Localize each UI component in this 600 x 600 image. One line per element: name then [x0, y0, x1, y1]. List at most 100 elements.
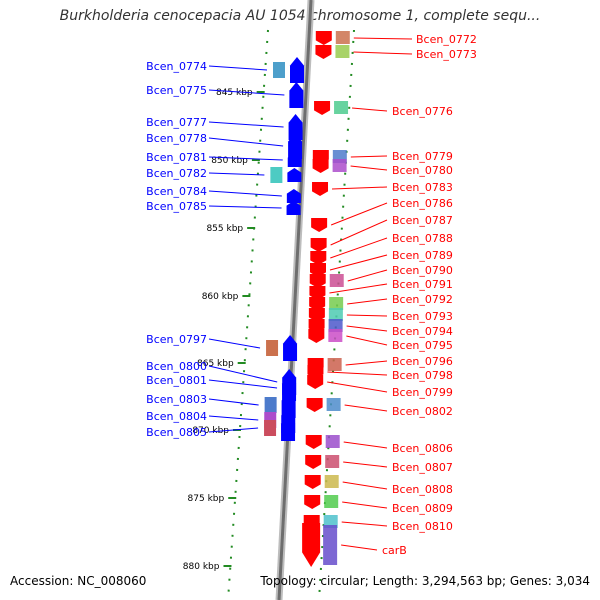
gene-feature-swatch — [329, 297, 344, 310]
gene-label: Bcen_0806 — [392, 442, 453, 455]
gene-arrow — [310, 251, 327, 265]
gene-label: Bcen_0795 — [392, 339, 453, 352]
gene-label: Bcen_0792 — [392, 293, 453, 306]
gene-bcen_0793: Bcen_0793 — [308, 308, 453, 323]
gene-leader-line — [208, 365, 278, 383]
gene-label: Bcen_0787 — [392, 214, 453, 227]
gene-label: Bcen_0801 — [146, 374, 207, 387]
gene-bcen_0807: Bcen_0807 — [305, 455, 453, 474]
accession-label: Accession: NC_008060 — [10, 574, 147, 588]
gene-arrow — [310, 238, 327, 252]
map-title: Burkholderia cenocepacia AU 1054 chromos… — [59, 8, 541, 24]
gene-label: Bcen_0809 — [392, 502, 453, 515]
reverse-strand-genes: Bcen_0772Bcen_0773Bcen_0776Bcen_0779Bcen… — [302, 31, 477, 567]
gene-leader-line — [208, 137, 284, 147]
gene-leader-line — [345, 360, 388, 366]
gene-leader-line — [330, 202, 388, 226]
gene-leader-line — [341, 544, 378, 551]
forward-strand-genes: Bcen_0774 Bcen_0775 Bcen_0777 Bcen_0778 Bcen… — [146, 57, 304, 441]
gene-feature-swatch — [325, 435, 340, 448]
gene-feature-swatch — [266, 340, 279, 356]
gene-label: Bcen_0807 — [392, 461, 453, 474]
gene-bcen_0809: Bcen_0809 — [304, 495, 453, 515]
gene-leader-line — [330, 219, 388, 246]
gene-label: Bcen_0784 — [146, 185, 207, 198]
gene-arrow — [314, 101, 331, 115]
gene-arrow — [302, 523, 321, 567]
gene-leader-line — [327, 381, 388, 393]
gene-bcen_0791: Bcen_0791 — [309, 278, 453, 300]
gene-label: Bcen_0798 — [392, 369, 453, 382]
gene-label: Bcen_0772 — [416, 33, 477, 46]
gene-label: Bcen_0808 — [392, 483, 453, 496]
gene-bcen_0773: Bcen_0773 — [315, 45, 477, 61]
gene-leader-line — [344, 404, 388, 412]
gene-label: Bcen_0789 — [392, 249, 453, 262]
gene-bcen_0801: Bcen_0801 — [146, 374, 297, 401]
scale-tick-label: 850 kbp — [211, 156, 248, 166]
gene-leader-line — [327, 371, 388, 376]
gene-bcen_0789: Bcen_0789 — [310, 249, 453, 277]
gene-leader-line — [208, 427, 259, 433]
gene-label: Bcen_0796 — [392, 355, 453, 368]
gene-bcen_0792: Bcen_0792 — [309, 293, 453, 311]
gene-label: Bcen_0775 — [146, 84, 207, 97]
gene-leader-line — [347, 298, 388, 305]
gene-bcen_0786: Bcen_0786 — [311, 197, 453, 232]
gene-feature-swatch — [323, 525, 338, 565]
gene-arrow — [287, 153, 302, 167]
gene-arrow — [304, 495, 321, 509]
gene-label: Bcen_0794 — [392, 325, 453, 338]
gene-label: Bcen_0782 — [146, 167, 207, 180]
gene-arrow — [315, 45, 332, 59]
scale-tick-label: 865 kbp — [197, 359, 234, 369]
scale-tick-label: 870 kbp — [192, 426, 229, 436]
gene-arrow — [282, 375, 297, 401]
gene-arrow — [287, 168, 302, 182]
gene-bcen_0796: Bcen_0796 — [307, 355, 453, 372]
gene-leader-line — [208, 338, 261, 349]
gene-leader-line — [342, 501, 388, 509]
gene-leader-line — [208, 415, 259, 421]
gene-label: Bcen_0799 — [392, 386, 453, 399]
scale-tick-label: 875 kbp — [188, 494, 225, 504]
gene-label: Bcen_0781 — [146, 151, 207, 164]
gene-bcen_0802: Bcen_0802 — [306, 398, 453, 418]
gene-label: Bcen_0804 — [146, 410, 207, 423]
gene-bcen_0775: Bcen_0775 — [146, 82, 304, 108]
gene-label: Bcen_0778 — [146, 132, 207, 145]
gene-arrow — [305, 455, 322, 469]
gene-feature-swatch — [328, 308, 343, 321]
gene-leader-line — [346, 325, 388, 332]
gene-label: Bcen_0777 — [146, 116, 207, 129]
gene-leader-line — [353, 51, 413, 55]
gene-arrow — [288, 114, 303, 140]
gene-feature-swatch — [325, 455, 340, 468]
gene-arrow — [315, 31, 332, 45]
gene-bcen_0774: Bcen_0774 — [146, 57, 304, 83]
gene-leader-line — [208, 89, 285, 96]
gene-leader-line — [346, 314, 388, 317]
gene-arrow — [312, 159, 329, 173]
gene-leader-line — [208, 398, 259, 406]
gene-arrow — [290, 57, 304, 83]
gene-leader-line — [342, 481, 388, 490]
gene-label: Bcen_0790 — [392, 264, 453, 277]
gene-bcen_0788: Bcen_0788 — [310, 232, 453, 265]
gene-leader-line — [330, 237, 388, 259]
gene-arrow — [310, 263, 326, 277]
gene-leader-line — [208, 190, 282, 197]
gene-leader-line — [350, 155, 388, 158]
genome-stats-label: Topology: circular; Length: 3,294,563 bp… — [260, 574, 590, 588]
gene-label: carB — [382, 544, 407, 557]
gene-leader-line — [347, 269, 388, 282]
gene-feature-swatch — [334, 101, 349, 114]
gene-label: Bcen_0786 — [392, 197, 453, 210]
gene-label: Bcen_0785 — [146, 200, 207, 213]
gene-leader-line — [352, 107, 388, 112]
gene-bcen_0772: Bcen_0772 — [315, 31, 477, 46]
gene-bcen_0785: Bcen_0785 — [146, 200, 301, 215]
scale-tick-label: 845 kbp — [216, 88, 253, 98]
gene-bcen_0790: Bcen_0790 — [309, 264, 453, 288]
